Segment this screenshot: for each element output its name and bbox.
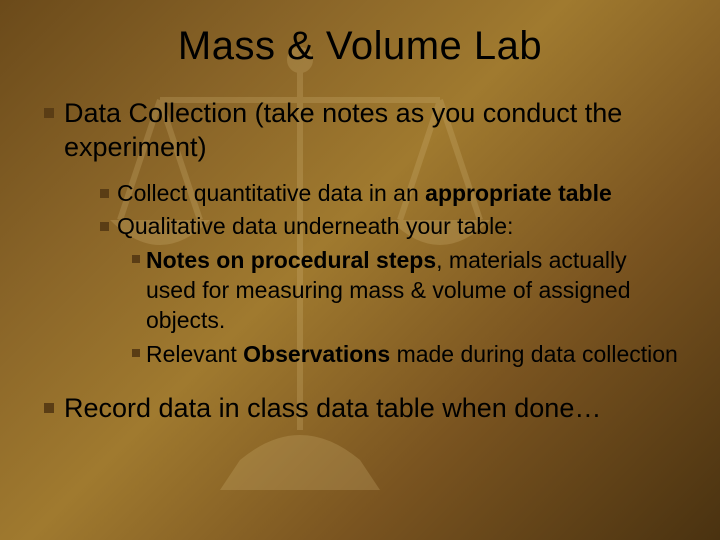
subbullet-text: Qualitative data underneath your table: xyxy=(117,212,513,242)
subbullet-text: Collect quantitative data in an appropri… xyxy=(117,179,612,209)
subsubbullet-text: Notes on procedural steps, materials act… xyxy=(146,246,680,336)
square-bullet-icon xyxy=(132,349,140,357)
bullet-data-collection: Data Collection (take notes as you condu… xyxy=(40,97,680,165)
square-bullet-icon xyxy=(44,403,54,413)
slide-title: Mass & Volume Lab xyxy=(40,24,680,69)
square-bullet-icon xyxy=(100,222,109,231)
bullet-text: Data Collection (take notes as you condu… xyxy=(64,97,680,165)
bullet-text: Record data in class data table when don… xyxy=(64,392,601,426)
subsubbullet-observations: Relevant Observations made during data c… xyxy=(40,340,680,370)
square-bullet-icon xyxy=(44,108,54,118)
subsubbullet-notes: Notes on procedural steps, materials act… xyxy=(40,246,680,336)
square-bullet-icon xyxy=(132,255,140,263)
square-bullet-icon xyxy=(100,189,109,198)
bullet-record-data: Record data in class data table when don… xyxy=(40,392,680,426)
subbullet-qualitative: Qualitative data underneath your table: xyxy=(40,212,680,242)
subbullet-quantitative: Collect quantitative data in an appropri… xyxy=(40,179,680,209)
slide-content: Mass & Volume Lab Data Collection (take … xyxy=(0,0,720,426)
subsubbullet-text: Relevant Observations made during data c… xyxy=(146,340,678,370)
